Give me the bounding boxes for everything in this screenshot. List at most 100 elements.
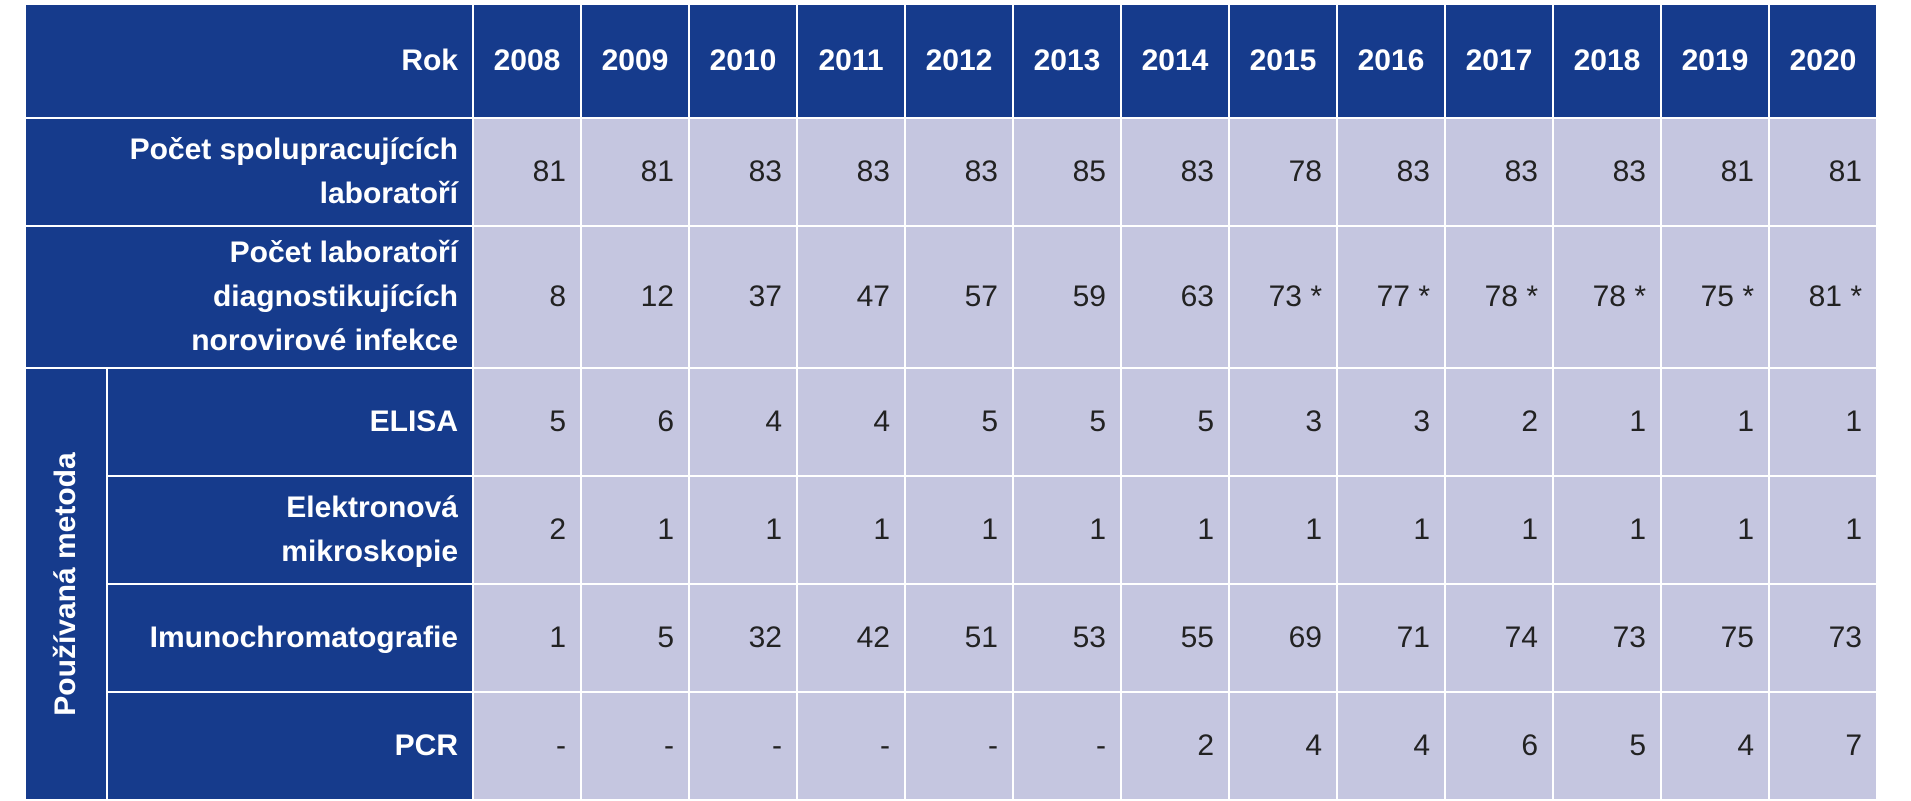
table-cell: 55 xyxy=(1120,583,1230,693)
table-cell: 4 xyxy=(1228,691,1338,801)
row-label-line: Počet spolupracujících xyxy=(129,133,458,166)
table-cell: 1 xyxy=(580,475,690,585)
table-cell: 2 xyxy=(472,475,582,585)
table-cell: 81 xyxy=(580,117,690,227)
method-group-label-cell: Používaná metoda xyxy=(24,367,108,801)
table-cell: 7 xyxy=(1768,691,1878,801)
row-label: PCR xyxy=(106,691,474,801)
row-label-line: norovirové infekce xyxy=(191,324,458,357)
table-cell: 4 xyxy=(688,367,798,477)
row-label-line: mikroskopie xyxy=(281,535,458,568)
table-cell: 1 xyxy=(1660,475,1770,585)
table-cell: 83 xyxy=(1336,117,1446,227)
table-cell: 1 xyxy=(796,475,906,585)
table-cell: 6 xyxy=(1444,691,1554,801)
table-cell: 83 xyxy=(1120,117,1230,227)
table-cell: - xyxy=(1012,691,1122,801)
table-cell: 81 xyxy=(1768,117,1878,227)
table-cell: 51 xyxy=(904,583,1014,693)
norovirus-lab-table: Rok 2008 2009 2010 2011 2012 2013 2014 2… xyxy=(24,3,1878,801)
table-cell: 32 xyxy=(688,583,798,693)
table-cell: 5 xyxy=(472,367,582,477)
row-label: Imunochromatografie xyxy=(106,583,474,693)
table-cell: 3 xyxy=(1336,367,1446,477)
table-cell: 73 xyxy=(1552,583,1662,693)
table-cell: 83 xyxy=(796,117,906,227)
row-label-line: Imunochromatografie xyxy=(149,621,458,654)
table-cell: 1 xyxy=(904,475,1014,585)
table-cell: 71 xyxy=(1336,583,1446,693)
row-label-line: Počet laboratoří xyxy=(229,236,458,269)
table-cell: 1 xyxy=(1336,475,1446,585)
year-header: 2013 xyxy=(1012,3,1122,119)
row-label-line: Elektronová xyxy=(286,491,458,524)
table-cell: 78 * xyxy=(1552,225,1662,369)
table-cell: 3 xyxy=(1228,367,1338,477)
table-cell: 78 xyxy=(1228,117,1338,227)
table-cell: 4 xyxy=(1660,691,1770,801)
table-cell: 5 xyxy=(904,367,1014,477)
year-header: 2011 xyxy=(796,3,906,119)
table-cell: 1 xyxy=(472,583,582,693)
table-cell: - xyxy=(796,691,906,801)
table-cell: 75 * xyxy=(1660,225,1770,369)
table-cell: - xyxy=(472,691,582,801)
table-cell: 4 xyxy=(1336,691,1446,801)
table-cell: - xyxy=(904,691,1014,801)
header-row: Rok 2008 2009 2010 2011 2012 2013 2014 2… xyxy=(24,3,1878,119)
table-cell: 1 xyxy=(1120,475,1230,585)
year-header: 2015 xyxy=(1228,3,1338,119)
table-cell: 2 xyxy=(1120,691,1230,801)
table-cell: 75 xyxy=(1660,583,1770,693)
table-cell: 81 * xyxy=(1768,225,1878,369)
table-cell: 5 xyxy=(580,583,690,693)
row-label: Elektronová mikroskopie xyxy=(106,475,474,585)
year-header: 2017 xyxy=(1444,3,1554,119)
table-cell: 1 xyxy=(688,475,798,585)
table-cell: 1 xyxy=(1552,475,1662,585)
table-cell: 85 xyxy=(1012,117,1122,227)
table-cell: 83 xyxy=(1444,117,1554,227)
table-cell: 5 xyxy=(1012,367,1122,477)
table-cell: 77 * xyxy=(1336,225,1446,369)
table-cell: 59 xyxy=(1012,225,1122,369)
row-label-line: ELISA xyxy=(369,405,458,438)
table-cell: 73 xyxy=(1768,583,1878,693)
year-header: 2008 xyxy=(472,3,582,119)
table-cell: 1 xyxy=(1660,367,1770,477)
year-header: 2016 xyxy=(1336,3,1446,119)
table-row: Počet laboratoří diagnostikujících norov… xyxy=(24,225,1878,369)
table-cell: 42 xyxy=(796,583,906,693)
year-header: 2019 xyxy=(1660,3,1770,119)
row-label: ELISA xyxy=(106,367,474,477)
table-cell: 81 xyxy=(1660,117,1770,227)
header-label: Rok xyxy=(24,3,474,119)
table-cell: 83 xyxy=(904,117,1014,227)
table-cell: 69 xyxy=(1228,583,1338,693)
year-header: 2009 xyxy=(580,3,690,119)
table-cell: 83 xyxy=(1552,117,1662,227)
table-cell: - xyxy=(580,691,690,801)
table-cell: 57 xyxy=(904,225,1014,369)
row-label-line: laboratoří xyxy=(319,177,458,210)
table-cell: 5 xyxy=(1552,691,1662,801)
table-row: PCR - - - - - - 2 4 4 6 5 4 7 xyxy=(25,691,1878,801)
year-header: 2020 xyxy=(1768,3,1878,119)
table-cell: 63 xyxy=(1120,225,1230,369)
table-row: Používaná metoda ELISA 5 6 4 4 5 5 5 3 3… xyxy=(24,367,1878,801)
table-cell: 12 xyxy=(580,225,690,369)
row-label: Počet spolupracujících laboratoří xyxy=(24,117,474,227)
table-row: Imunochromatografie 1 5 32 42 51 53 55 6… xyxy=(25,583,1878,693)
table-cell: 53 xyxy=(1012,583,1122,693)
table-cell: 81 xyxy=(472,117,582,227)
table-cell: 1 xyxy=(1444,475,1554,585)
table-cell: 1 xyxy=(1552,367,1662,477)
table-cell: 6 xyxy=(580,367,690,477)
table-row: Elektronová mikroskopie 2 1 1 1 1 1 1 1 … xyxy=(25,475,1878,585)
table-cell: 8 xyxy=(472,225,582,369)
table-cell: 1 xyxy=(1012,475,1122,585)
year-header: 2018 xyxy=(1552,3,1662,119)
table-row: Počet spolupracujících laboratoří 81 81 … xyxy=(24,117,1878,227)
table-cell: 74 xyxy=(1444,583,1554,693)
table-cell: 37 xyxy=(688,225,798,369)
